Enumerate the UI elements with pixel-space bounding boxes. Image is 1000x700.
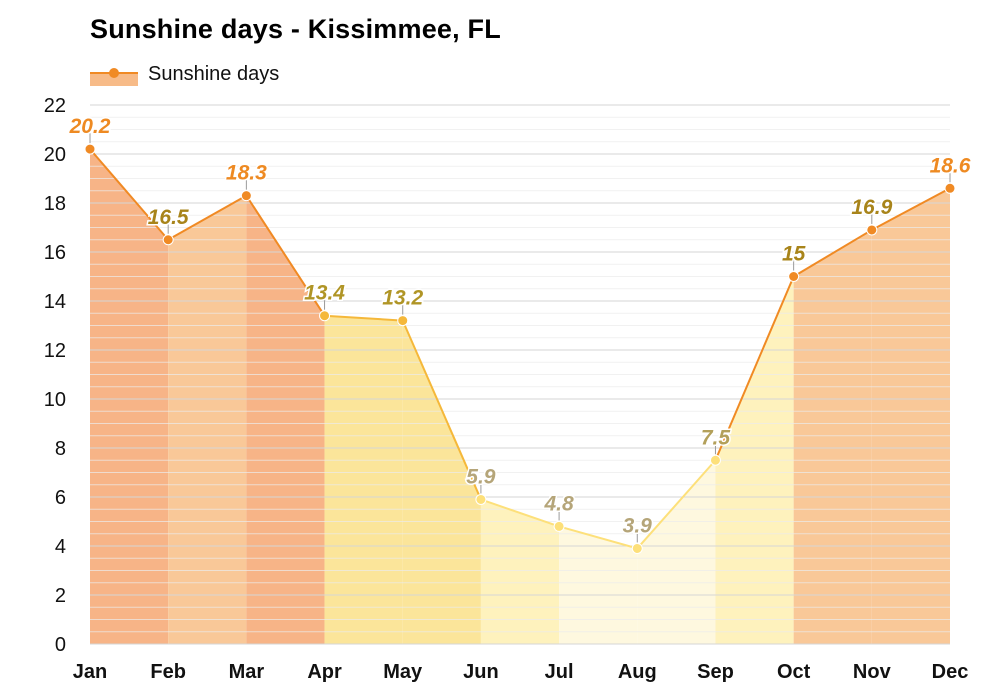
area-band-aug: [637, 460, 716, 644]
line-segment-sep: [714, 276, 795, 461]
y-tick-label: 6: [55, 487, 66, 509]
area-band-jun: [480, 499, 560, 644]
data-point-apr: [319, 310, 331, 322]
line-segment-jun: [480, 498, 560, 528]
series-points: [84, 133, 956, 554]
y-tick-label: 20: [44, 144, 66, 166]
x-tick-label-nov: Nov: [853, 661, 892, 683]
data-point-feb: [162, 234, 174, 246]
y-tick-label: 4: [55, 536, 66, 558]
area-band-apr: [324, 315, 403, 644]
data-label-feb: 16.5: [148, 206, 189, 229]
y-tick-label: 2: [55, 585, 66, 607]
data-point-mar: [240, 190, 252, 202]
data-point-jul: [553, 520, 565, 532]
data-label-nov: 16.9: [851, 196, 892, 219]
data-label-jan: 20.2: [69, 115, 111, 138]
legend-label: Sunshine days: [148, 62, 280, 85]
y-tick-label: 12: [44, 340, 66, 362]
x-tick-label-may: May: [383, 661, 423, 683]
x-tick-label-jun: Jun: [463, 661, 499, 683]
x-tick-label-mar: Mar: [229, 661, 265, 683]
x-axis-ticks: Jan Feb Mar Apr May Jun Jul Aug Sep Oct Nov Dec: [73, 661, 969, 683]
data-label-sep: 7.5: [701, 426, 731, 449]
x-tick-label-jan: Jan: [73, 661, 107, 683]
line-segment-oct: [793, 229, 873, 278]
line-segment-mar: [245, 195, 326, 317]
data-label-mar: 18.3: [226, 162, 267, 185]
y-tick-label: 8: [55, 438, 66, 460]
series-line: [89, 148, 951, 550]
area-band-feb: [168, 195, 247, 644]
data-point-aug: [631, 542, 643, 554]
area-band-jan: [90, 149, 169, 644]
chart-title: Sunshine days - Kissimmee, FL: [90, 14, 501, 44]
x-tick-label-oct: Oct: [777, 661, 811, 683]
x-tick-label-sep: Sep: [697, 661, 734, 683]
line-segment-aug: [636, 459, 717, 550]
data-label-apr: 13.4: [304, 282, 345, 305]
data-label-jul: 4.8: [543, 492, 574, 515]
area-band-mar: [246, 195, 325, 644]
line-segment-feb: [167, 194, 247, 241]
area-band-jul: [559, 526, 638, 644]
line-segment-apr: [324, 314, 403, 322]
y-tick-label: 10: [44, 389, 66, 411]
y-tick-label: 14: [44, 291, 66, 313]
area-band-nov: [871, 188, 950, 645]
x-tick-label-dec: Dec: [932, 661, 969, 683]
x-tick-label-apr: Apr: [307, 661, 342, 683]
line-segment-jul: [558, 525, 638, 550]
legend-swatch-icon: [90, 62, 138, 86]
line-segment-jan: [89, 148, 169, 241]
data-point-jun: [475, 493, 487, 505]
month-bands: [90, 149, 950, 645]
data-label-dec: 18.6: [930, 154, 971, 177]
data-label-may: 13.2: [382, 287, 423, 310]
y-tick-label: 0: [55, 634, 66, 656]
area-band-may: [402, 320, 481, 644]
data-label-oct: 15: [782, 243, 806, 266]
data-point-jan: [84, 143, 96, 155]
y-tick-label: 22: [44, 95, 66, 117]
x-tick-label-aug: Aug: [618, 661, 657, 683]
line-segment-nov: [871, 187, 951, 231]
area-band-oct: [793, 229, 872, 644]
data-label-aug: 3.9: [623, 514, 653, 537]
data-point-may: [397, 315, 409, 327]
data-label-jun: 5.9: [466, 465, 496, 488]
data-point-sep: [709, 454, 721, 466]
data-point-nov: [866, 224, 878, 236]
y-tick-label: 18: [44, 193, 66, 215]
data-point-dec: [944, 182, 956, 194]
line-segment-may: [401, 320, 482, 500]
y-tick-label: 16: [44, 242, 66, 264]
data-labels: 20.2 16.5 18.3 13.4 13.2 5.9 4.8 3.9 7.5 15 16.9 18…: [67, 114, 972, 539]
grid-lines: [90, 104, 950, 645]
y-axis-ticks: 0 2 4 6 8 10 12 14 16 18 20 22: [44, 95, 66, 656]
legend[interactable]: Sunshine days: [90, 60, 279, 88]
x-tick-label-jul: Jul: [545, 661, 574, 683]
x-tick-label-feb: Feb: [150, 661, 186, 683]
data-point-oct: [788, 271, 800, 282]
